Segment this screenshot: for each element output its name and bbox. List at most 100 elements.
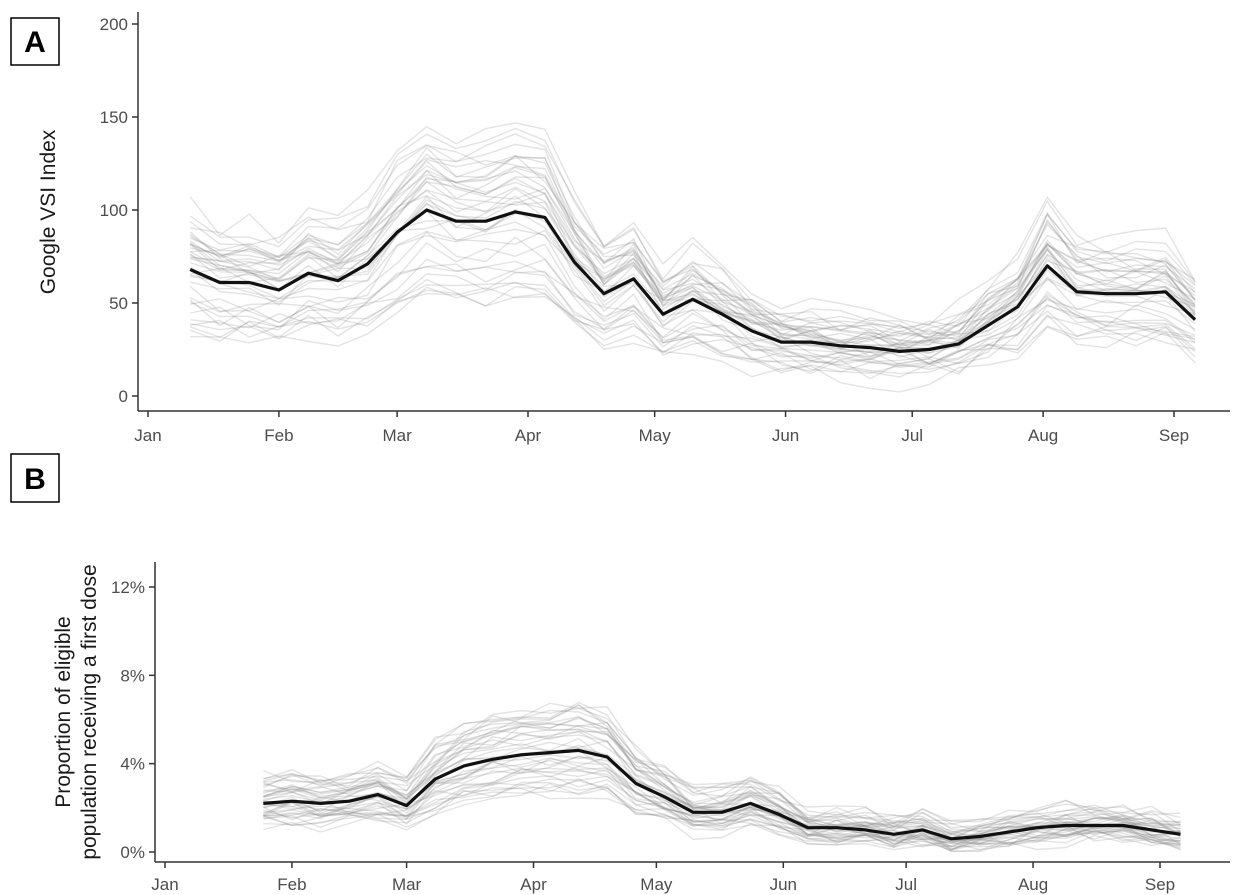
panel-b-tag: B xyxy=(24,463,46,496)
background-series-line xyxy=(263,781,1181,851)
background-series-line xyxy=(189,154,1196,337)
panel-b-x-ticks: Jan Feb Mar Apr May Jun Jul Aug Sep xyxy=(151,862,1175,894)
panel-a-mean-series xyxy=(189,208,1197,353)
panel-a-y-axis-title: Google VSI Index xyxy=(37,129,60,294)
background-series-line xyxy=(263,782,1181,853)
panel-a-x-ticks: Jan Feb Mar Apr May Jun Jul Aug Sep xyxy=(134,411,1189,445)
background-series-line xyxy=(263,775,1181,850)
panel-a-background-lines xyxy=(189,122,1196,393)
x-tick-label: Mar xyxy=(392,875,422,894)
background-series-line xyxy=(190,180,1196,347)
background-series-line xyxy=(263,704,1181,832)
background-series-line xyxy=(263,759,1181,840)
panel-b-background-lines xyxy=(262,701,1181,853)
x-tick-label: Aug xyxy=(1028,426,1058,445)
x-tick-label: Jan xyxy=(134,426,161,445)
panel-b-y-axis-title-line1: Proportion of eligible xyxy=(52,616,75,807)
x-tick-label: Sep xyxy=(1159,426,1189,445)
background-series-line xyxy=(189,146,1196,341)
x-tick-label: Jan xyxy=(151,875,178,894)
background-series-line xyxy=(263,709,1181,834)
y-tick-label: 100 xyxy=(100,201,128,220)
y-tick-label: 50 xyxy=(109,294,128,313)
x-tick-label: May xyxy=(639,426,672,445)
background-series-line xyxy=(263,724,1181,837)
background-series-line xyxy=(263,707,1181,822)
background-series-line xyxy=(263,778,1181,851)
background-series-line xyxy=(263,783,1181,845)
x-tick-label: Feb xyxy=(277,875,306,894)
background-series-line xyxy=(263,703,1181,833)
background-series-line xyxy=(189,287,1196,375)
background-series-line xyxy=(189,231,1196,373)
background-series-line xyxy=(190,281,1196,393)
background-series-line xyxy=(189,210,1196,365)
background-series-line xyxy=(189,166,1196,347)
background-series-line xyxy=(189,289,1196,380)
x-tick-label: Aug xyxy=(1018,875,1048,894)
panel-b-y-ticks: 0% 4% 8% 12% xyxy=(111,578,155,862)
background-series-line xyxy=(263,722,1181,840)
y-tick-label: 150 xyxy=(100,108,128,127)
x-tick-label: Apr xyxy=(520,875,547,894)
background-series-line xyxy=(263,702,1181,825)
background-series-line xyxy=(189,192,1196,354)
background-series-line xyxy=(189,153,1196,335)
background-series-line xyxy=(189,143,1196,342)
background-series-line xyxy=(190,189,1196,352)
background-series-line xyxy=(190,258,1196,365)
background-series-line xyxy=(189,160,1196,347)
background-series-line xyxy=(190,282,1196,368)
background-series-line xyxy=(190,144,1196,341)
background-series-line xyxy=(263,754,1181,848)
x-tick-label: Jun xyxy=(770,875,797,894)
background-series-line xyxy=(263,701,1181,828)
background-series-line xyxy=(263,780,1181,847)
background-series-line xyxy=(190,177,1196,337)
background-series-line xyxy=(189,158,1196,342)
panel-a-y-ticks: 0 50 100 150 200 xyxy=(100,15,138,406)
x-tick-label: May xyxy=(640,875,673,894)
y-tick-label: 200 xyxy=(100,15,128,34)
panel-b-tag-box xyxy=(10,453,60,503)
x-tick-label: Apr xyxy=(515,426,542,445)
background-series-line xyxy=(189,133,1196,333)
background-series-line xyxy=(263,728,1181,833)
background-series-line xyxy=(190,186,1196,354)
panel-a-tag-box xyxy=(10,17,60,66)
background-series-line xyxy=(189,228,1196,378)
background-series-line xyxy=(263,775,1181,840)
background-series-line xyxy=(189,169,1196,330)
panel-b-mean-series xyxy=(263,748,1181,841)
panel-b: B Proportion of eligible population rece… xyxy=(10,453,1230,894)
background-series-line xyxy=(189,165,1196,344)
background-series-line xyxy=(189,198,1196,347)
background-series-line xyxy=(190,241,1196,365)
background-series-line xyxy=(190,270,1196,366)
background-series-line xyxy=(263,734,1181,844)
background-series-line xyxy=(263,716,1181,833)
background-series-line xyxy=(189,122,1196,326)
background-series-line xyxy=(189,258,1196,374)
y-tick-label: 12% xyxy=(111,578,145,597)
x-tick-label: Mar xyxy=(382,426,412,445)
background-series-line xyxy=(189,176,1196,342)
background-series-line xyxy=(263,717,1181,841)
x-tick-label: Jul xyxy=(895,875,917,894)
y-tick-label: 4% xyxy=(120,755,145,774)
background-series-line xyxy=(263,787,1181,851)
background-series-line xyxy=(189,127,1196,335)
panel-b-y-axis-title-line2: population receiving a first dose xyxy=(78,564,101,859)
background-series-line xyxy=(263,716,1181,850)
x-tick-label: Jul xyxy=(901,426,923,445)
background-series-line xyxy=(189,218,1196,357)
x-tick-label: Feb xyxy=(264,426,293,445)
background-series-line xyxy=(263,755,1181,853)
y-tick-label: 0% xyxy=(120,843,145,862)
x-tick-label: Sep xyxy=(1145,875,1175,894)
background-series-line xyxy=(263,770,1181,840)
y-tick-label: 0 xyxy=(119,387,128,406)
panel-a: A Google VSI Index 0 50 100 150 200 Jan Feb Ma… xyxy=(10,12,1230,445)
background-series-line xyxy=(190,170,1196,359)
